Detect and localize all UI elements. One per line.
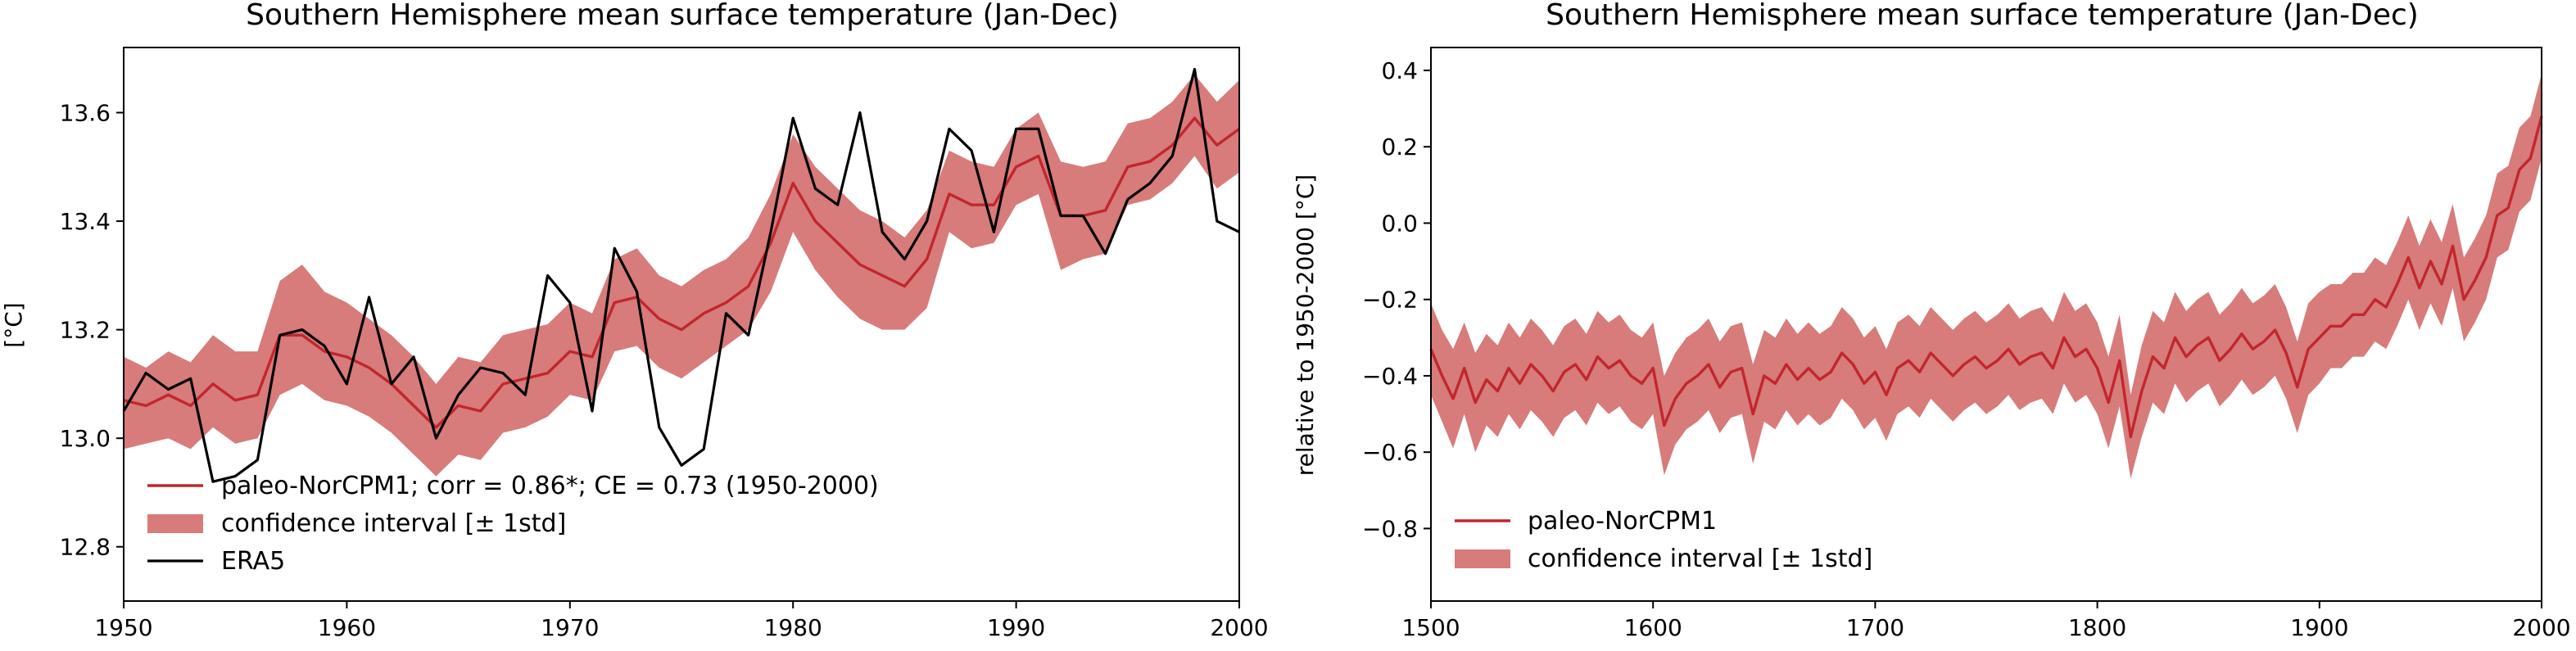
series-line-model (1429, 115, 2543, 439)
x-tick-label: 2000 (1210, 614, 1268, 641)
y-tick-label: −0.4 (1362, 363, 1418, 390)
plot-frame (123, 47, 1240, 602)
x-axis: 1500 1600 1700 1800 1900 2000 (1401, 601, 2571, 641)
legend-label: ERA5 (221, 547, 285, 576)
chart-panel-long: Southern Hemisphere mean surface tempera… (1292, 0, 2571, 641)
y-tick-label: 13.0 (60, 425, 111, 452)
x-tick-label: 1960 (318, 614, 376, 641)
confidence-band (1431, 74, 2542, 479)
y-axis-label: relative to 1950-2000 [°C] (1292, 174, 1319, 476)
y-tick-label: 12.8 (60, 534, 111, 561)
y-tick-label: 0.2 (1381, 133, 1418, 160)
y-axis: −0.8 −0.6 −0.4 −0.2 0.0 0.2 0.4 (1362, 57, 1431, 542)
confidence-band-layer (124, 75, 1239, 477)
series-lines-layer (1429, 115, 2543, 439)
chart-title: Southern Hemisphere mean surface tempera… (246, 0, 1119, 32)
x-tick-label: 1700 (1846, 614, 1904, 641)
y-tick-label: 0.0 (1381, 210, 1418, 237)
series-line-model (123, 116, 1241, 429)
legend-label: confidence interval [± 1std] (1528, 545, 1872, 573)
y-tick-label: −0.6 (1362, 439, 1418, 466)
y-tick-label: 0.4 (1381, 57, 1418, 84)
legend: paleo-NorCPM1; corr = 0.86*; CE = 0.73 (… (147, 472, 879, 576)
x-tick-label: 1950 (94, 614, 152, 641)
x-tick-label: 1800 (2068, 614, 2126, 641)
chart-title: Southern Hemisphere mean surface tempera… (1546, 0, 2419, 32)
legend-swatch-band (147, 514, 203, 533)
x-tick-label: 1900 (2290, 614, 2348, 641)
x-tick-label: 2000 (2512, 614, 2570, 641)
legend-label: paleo-NorCPM1; corr = 0.86*; CE = 0.73 (… (221, 472, 879, 500)
series-line-era5 (122, 67, 1240, 483)
plot-frame (1430, 47, 2542, 602)
confidence-band (124, 75, 1239, 477)
y-axis: 12.8 13.0 13.2 13.4 13.6 (60, 100, 124, 561)
x-tick-label: 1980 (764, 614, 822, 641)
x-axis: 1950 1960 1970 1980 1990 2000 (94, 601, 1269, 641)
confidence-band-layer (1431, 74, 2542, 479)
x-tick-label: 1600 (1624, 614, 1682, 641)
legend-label: paleo-NorCPM1 (1528, 507, 1717, 536)
legend-label: confidence interval [± 1std] (221, 509, 566, 538)
y-tick-label: 13.6 (60, 100, 111, 127)
y-tick-label: −0.8 (1362, 515, 1418, 542)
legend-swatch-band (1455, 549, 1510, 568)
legend: paleo-NorCPM1 confidence interval [± 1std… (1455, 507, 1872, 573)
x-tick-label: 1970 (541, 614, 599, 641)
y-axis-label: [°C] (0, 302, 27, 347)
x-tick-label: 1990 (987, 614, 1045, 641)
y-tick-label: −0.2 (1362, 287, 1418, 314)
y-tick-label: 13.2 (60, 317, 111, 344)
chart-panel-recent: Southern Hemisphere mean surface tempera… (0, 0, 1269, 641)
y-tick-label: 13.4 (60, 208, 111, 235)
series-lines-layer (122, 67, 1241, 483)
x-tick-label: 1500 (1401, 614, 1460, 641)
